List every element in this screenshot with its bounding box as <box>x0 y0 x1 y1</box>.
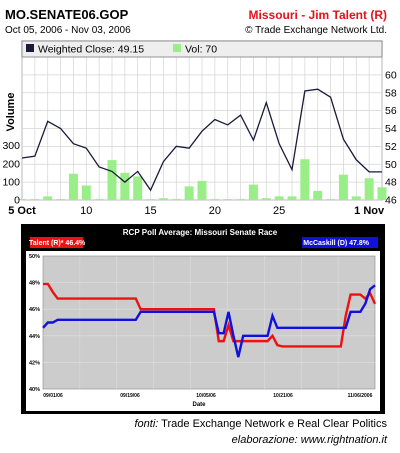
volume-bar <box>17 199 27 200</box>
chart1-volume-tick-label: 0 <box>14 195 20 207</box>
volume-bar <box>326 199 336 200</box>
volume-bar <box>287 196 297 200</box>
footer-credit: elaborazione: www.rightnation.it <box>232 434 387 446</box>
volume-legend-label: Vol: 70 <box>185 44 217 56</box>
volume-bar <box>261 198 271 200</box>
footer-sources: fonti: Trade Exchange Network e Real Cle… <box>134 418 387 430</box>
volume-bar <box>248 184 258 200</box>
volume-bar <box>94 199 104 200</box>
volume-bar <box>120 172 130 200</box>
chart2-axes: 40% 42% 44% 46% 48% 50% 09/01/06 09/19/06 10/05/… <box>29 254 373 408</box>
chart1-ylabel: Volume <box>5 93 17 132</box>
chart1-price-tick-label: 60 <box>385 69 397 81</box>
chart1-price-tick-label: 54 <box>385 123 397 135</box>
chart2-x-tick-label: 11/06/2006 <box>348 393 373 399</box>
chart1-price-tick-label: 48 <box>385 177 397 189</box>
chart1-x-tick-label: 5 Oct <box>8 205 36 217</box>
chart2-y-tick-label: 40% <box>29 387 40 393</box>
chart2-y-tick-label: 46% <box>29 307 40 313</box>
chart1-volume-bars <box>17 159 387 200</box>
volume-bar <box>184 186 194 200</box>
chart1-axes: 46 48 50 52 54 56 58 60 0 100 200 300 5 Oct 10 15 20 25 1… <box>2 69 396 217</box>
chart1-title: MO.SENATE06.GOP <box>5 7 129 22</box>
chart2-legend-talent: Talent (R)* 46.4% <box>29 240 86 247</box>
chart1-price-tick-label: 50 <box>385 159 397 171</box>
volume-bar <box>274 196 284 200</box>
chart1-credit: © Trade Exchange Network Ltd. <box>245 25 387 36</box>
chart1-x-tick-label: 15 <box>144 205 156 217</box>
volume-bar <box>107 160 117 200</box>
chart1-x-tick-label: 25 <box>273 205 285 217</box>
volume-bar <box>56 199 66 200</box>
mccaskill-series-line <box>42 284 376 358</box>
chart1-price-tick-label: 58 <box>385 87 397 99</box>
chart2-x-tick-label: 10/21/06 <box>273 393 293 399</box>
chart2-y-tick-label: 50% <box>29 254 40 260</box>
chart2-legend-mccaskill: McCaskill (D) 47.8% <box>303 240 369 247</box>
chart2-y-tick-label: 48% <box>29 281 40 287</box>
chart1-date-range: Oct 05, 2006 - Nov 03, 2006 <box>5 25 131 36</box>
chart1-volume-tick-label: 200 <box>2 158 20 170</box>
chart1-subtitle: Missouri - Jim Talent (R) <box>248 8 387 22</box>
price-volume-chart: 46 48 50 52 54 56 58 60 0 100 200 300 5 Oct 10 15 20 25 1… <box>2 40 397 217</box>
volume-bar <box>338 174 348 200</box>
volume-bar <box>81 185 91 200</box>
volume-bar <box>68 173 78 200</box>
chart1-price-line <box>21 88 382 192</box>
chart2-title: RCP Poll Average: Missouri Senate Race <box>122 228 278 237</box>
chart2-x-tick-label: 09/19/06 <box>120 393 140 399</box>
footer-credit-prefix: elaborazione: <box>231 434 298 446</box>
chart1-price-tick-label: 56 <box>385 105 397 117</box>
volume-legend-swatch <box>173 44 181 52</box>
chart1-volume-tick-label: 300 <box>2 140 20 152</box>
volume-bar <box>158 198 168 200</box>
volume-bar <box>223 199 233 200</box>
chart2-y-tick-label: 44% <box>29 334 40 340</box>
chart2-x-tick-label: 10/05/06 <box>196 393 216 399</box>
chart1-x-tick-label: 1 Nov <box>354 205 385 217</box>
footer-sources-text: Trade Exchange Network e Real Clear Poli… <box>158 418 387 430</box>
chart2-plot-area <box>42 255 376 390</box>
volume-bar <box>197 180 207 200</box>
volume-bar <box>146 199 156 200</box>
weighted-close-legend-label: Weighted Close: 49.15 <box>38 44 144 56</box>
talent-series-line <box>43 282 377 348</box>
chart1-volume-tick-label: 100 <box>2 176 20 188</box>
chart2-series-lines <box>42 282 377 358</box>
chart1-legend-bar <box>21 40 383 58</box>
volume-bar <box>210 199 220 200</box>
volume-bar <box>351 196 361 200</box>
chart1-x-tick-label: 20 <box>209 205 221 217</box>
footer-credit-text: www.rightnation.it <box>297 434 387 446</box>
chart1-price-tick-label: 52 <box>385 141 397 153</box>
weighted-close-legend-swatch <box>26 44 34 52</box>
volume-bar <box>377 187 387 200</box>
chart2-xlabel: Date <box>192 402 206 408</box>
chart1-price-tick-label: 46 <box>385 195 397 207</box>
volume-bar <box>171 199 181 200</box>
poll-average-chart: 40% 42% 44% 46% 48% 50% 09/01/06 09/19/06 10/05/… <box>21 224 385 414</box>
weighted-close-line <box>21 88 382 192</box>
chart1-x-tick-label: 10 <box>80 205 92 217</box>
volume-bar <box>313 190 323 200</box>
volume-bar <box>300 159 310 200</box>
volume-bar <box>133 176 143 200</box>
footer-sources-prefix: fonti: <box>134 418 159 430</box>
volume-bar <box>43 196 53 200</box>
volume-bar <box>236 199 246 200</box>
chart2-y-tick-label: 42% <box>29 360 40 366</box>
volume-bar <box>364 178 374 200</box>
chart2-legend-mccaskill-box <box>302 237 378 248</box>
chart2-legend-talent-box <box>30 237 83 248</box>
volume-bar <box>30 199 40 200</box>
chart1-legend: Weighted Close: 49.15 Vol: 70 <box>21 40 383 58</box>
chart2-x-tick-label: 09/01/06 <box>43 393 63 399</box>
